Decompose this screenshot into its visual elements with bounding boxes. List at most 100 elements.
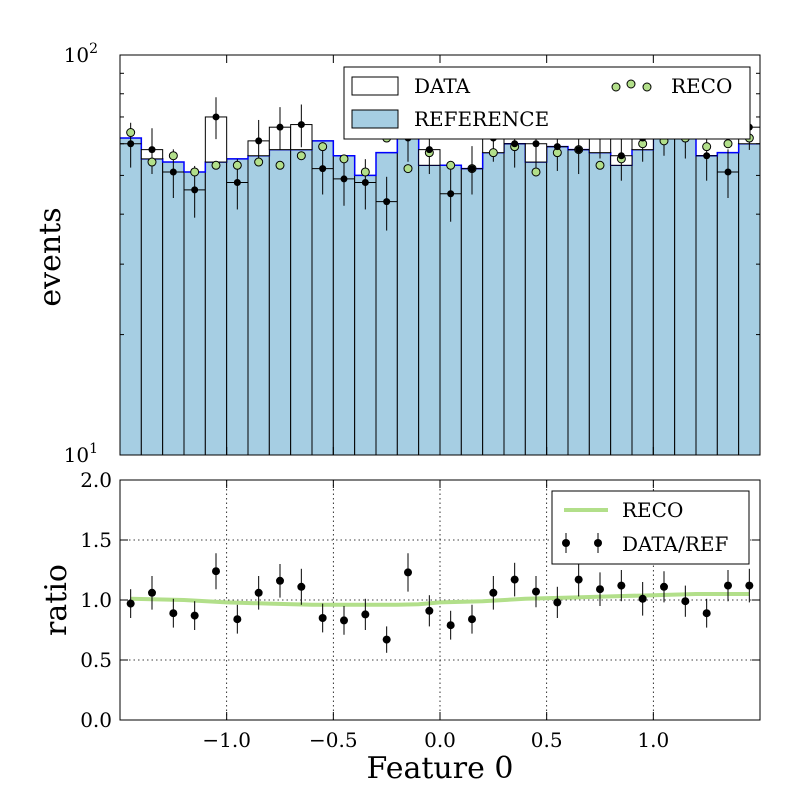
data-point <box>191 186 199 194</box>
ratio-point <box>169 609 178 618</box>
data-point <box>297 121 305 129</box>
reco-point <box>595 160 605 170</box>
y-tick-label-100: 102 <box>64 41 98 67</box>
data-point <box>361 179 369 187</box>
x-tick-label: 1.0 <box>637 728 669 752</box>
reco-point <box>446 160 456 170</box>
ratio-x-tick-labels: −1.0 −0.5 0.0 0.5 1.0 <box>202 728 669 752</box>
ratio-point <box>425 606 434 615</box>
reference-bar <box>482 152 505 456</box>
x-tick-label: −1.0 <box>202 728 251 752</box>
reference-bar <box>503 143 526 456</box>
data-point <box>383 198 391 206</box>
data-point <box>233 179 241 187</box>
ratio-point <box>745 581 754 590</box>
reco-ratio-line <box>130 592 750 607</box>
reference-bar <box>418 164 441 456</box>
data-point <box>468 165 476 173</box>
ratio-point <box>553 598 562 607</box>
reco-point <box>339 154 349 164</box>
reference-bar <box>354 174 377 456</box>
ratio-point <box>532 587 540 596</box>
histogram-legend-box <box>343 66 751 140</box>
reco-point <box>147 157 157 167</box>
histogram-panel: 102 101 events DATA REFERENCE RECO <box>33 41 761 467</box>
reco-point <box>296 151 306 161</box>
data-point <box>575 146 583 154</box>
reference-bar <box>247 155 270 456</box>
reco-point <box>275 160 285 170</box>
data-point <box>447 190 455 198</box>
y-tick-label: 1.5 <box>80 528 112 552</box>
reference-bar <box>162 161 185 456</box>
data-point <box>255 137 263 145</box>
reco-ratio-curve <box>130 592 750 607</box>
reco-point <box>126 128 136 138</box>
legend-label-reco: RECO <box>671 74 732 98</box>
ratio-point <box>724 581 732 590</box>
ratio-point <box>212 567 220 576</box>
reco-point <box>190 167 200 177</box>
reference-bar <box>695 155 718 456</box>
ratio-point <box>446 621 455 630</box>
histogram-ticks <box>120 54 760 456</box>
reference-bar <box>674 132 697 456</box>
data-point <box>724 168 732 176</box>
ratio-legend-box <box>551 490 750 565</box>
ratio-point <box>233 615 242 624</box>
reference-bar <box>268 149 292 456</box>
reco-point <box>488 148 498 158</box>
reco-point <box>232 160 242 170</box>
data-point <box>127 140 135 148</box>
ratio-point <box>574 575 583 584</box>
legend-swatch-reco <box>611 79 652 92</box>
ratio-legend: RECO DATA/REF <box>551 490 750 565</box>
reco-point <box>702 142 712 152</box>
legend-swatch-data <box>351 76 399 96</box>
ratio-point <box>254 588 263 597</box>
legend-label-reference: REFERENCE <box>414 107 549 131</box>
data-point <box>169 168 177 176</box>
ratio-point <box>126 599 135 608</box>
ratio-panel: −1.0 −0.5 0.0 0.5 1.0 0.00.51.01.52.0 ratio … <box>39 468 761 786</box>
data-point <box>617 152 625 160</box>
ratio-point <box>660 582 668 591</box>
ratio-point <box>276 576 284 585</box>
reference-bar <box>546 146 569 456</box>
reference-histogram <box>119 131 761 456</box>
ratio-point <box>489 588 498 597</box>
y-tick-label: 0.5 <box>80 648 112 672</box>
reference-bar <box>119 137 142 456</box>
reference-bar <box>396 137 420 456</box>
y-axis-label-events: events <box>33 207 68 306</box>
data-point <box>276 123 284 131</box>
y-axis-label-ratio: ratio <box>39 564 74 636</box>
data-point <box>425 146 433 154</box>
ratio-point <box>638 594 647 603</box>
ratio-point <box>617 581 626 590</box>
legend-label-data: DATA <box>414 74 471 98</box>
y-tick-label: 0.0 <box>80 708 112 732</box>
reco-point <box>254 157 264 167</box>
reco-point <box>360 167 370 177</box>
data-point <box>553 143 561 151</box>
ratio-point <box>361 610 370 619</box>
reference-bar <box>588 152 612 456</box>
y-tick-label-10: 101 <box>64 441 98 467</box>
reco-point <box>211 160 221 170</box>
legend-label-reco-line: RECO <box>622 498 683 522</box>
ratio-point <box>702 609 711 618</box>
ratio-point <box>468 615 476 624</box>
histogram-legend: DATA REFERENCE RECO <box>343 66 751 140</box>
data-point <box>703 152 711 160</box>
reco-point <box>318 142 328 152</box>
reference-bar <box>738 143 761 456</box>
data-point <box>212 113 220 121</box>
data-point <box>340 175 348 183</box>
reference-bar <box>290 149 313 456</box>
reco-point <box>531 167 541 177</box>
reco-point <box>403 164 413 174</box>
data-point <box>511 140 519 148</box>
ratio-point <box>404 568 412 577</box>
